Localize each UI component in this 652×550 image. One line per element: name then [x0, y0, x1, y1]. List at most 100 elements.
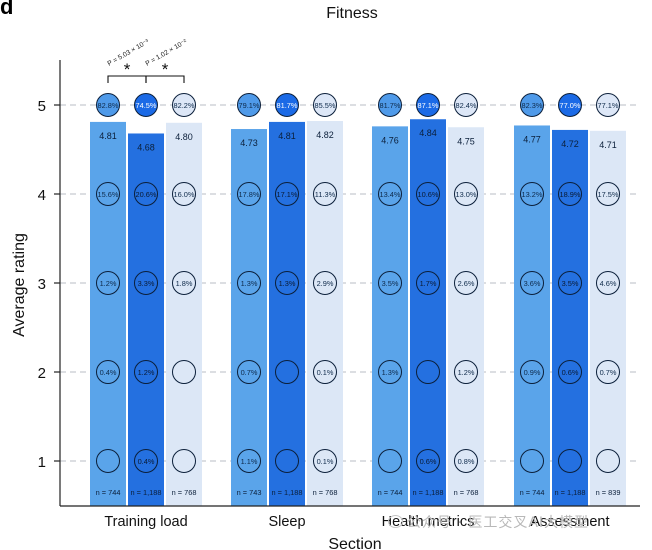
significance-marker-1: *: [162, 60, 169, 79]
rating-circle-1-0-4: [237, 182, 261, 206]
y-tick-label-3: 3: [38, 276, 46, 293]
rating-percent-2-2-1: 0.8%: [458, 457, 475, 466]
rating-circle-0-2-4: [172, 182, 196, 206]
rating-percent-3-0-2: 0.9%: [524, 368, 541, 377]
rating-percent-2-0-5: 81.7%: [380, 101, 401, 110]
rating-circle-0-1-4: [134, 182, 158, 206]
rating-circle-3-0-1: [520, 449, 544, 473]
rating-percent-0-1-3: 3.3%: [138, 279, 155, 288]
value-label-0-0: 4.81: [99, 131, 117, 141]
rating-percent-1-1-5: 81.7%: [277, 101, 298, 110]
value-label-0-1: 4.68: [137, 142, 155, 152]
x-tick-label-2: Health metrics: [382, 514, 475, 530]
rating-circle-1-2-4: [313, 182, 337, 206]
rating-circle-3-2-2: [596, 360, 620, 384]
n-label-0-2: n = 768: [172, 488, 197, 497]
rating-percent-0-2-4: 16.0%: [174, 190, 195, 199]
rating-percent-1-0-4: 17.8%: [239, 190, 260, 199]
rating-percent-3-1-2: 0.6%: [562, 368, 579, 377]
chat-bubble-icon: [388, 515, 403, 528]
rating-circle-3-2-1: [596, 449, 620, 473]
bar-3-0: [514, 125, 550, 506]
rating-percent-3-2-4: 17.5%: [598, 190, 619, 199]
value-label-1-0: 4.73: [240, 138, 258, 148]
rating-circle-2-1-5: [416, 93, 440, 117]
rating-circle-1-1-1: [275, 449, 299, 473]
rating-circle-2-1-4: [416, 182, 440, 206]
y-axis-title: Average rating: [11, 233, 28, 337]
bar-1-1: [269, 121, 305, 506]
rating-circle-2-1-1: [416, 449, 440, 473]
rating-percent-3-2-3: 4.6%: [600, 279, 617, 288]
rating-circle-2-0-2: [378, 360, 402, 384]
rating-circle-2-0-1: [378, 449, 402, 473]
watermark-text: 公众号 · 医工交叉AI大模型: [407, 515, 590, 531]
rating-percent-0-1-2: 1.2%: [138, 368, 155, 377]
rating-percent-1-2-4: 11.3%: [315, 190, 336, 199]
bar-1-2: [307, 121, 343, 507]
rating-percent-1-0-5: 79.1%: [239, 101, 260, 110]
rating-percent-0-1-1: 0.4%: [138, 457, 155, 466]
rating-circle-0-1-1: [134, 449, 158, 473]
rating-circle-2-1-2: [416, 360, 440, 384]
n-label-2-1: n = 1,188: [412, 488, 443, 497]
bar-2-2: [448, 127, 484, 506]
rating-percent-3-2-5: 77.1%: [598, 101, 619, 110]
rating-percent-0-0-5: 82.8%: [98, 101, 119, 110]
rating-percent-0-1-5: 74.5%: [136, 101, 157, 110]
rating-circle-0-2-5: [172, 93, 196, 117]
rating-circle-3-1-3: [558, 271, 582, 295]
rating-percent-1-1-4: 17.1%: [277, 190, 298, 199]
n-label-2-2: n = 768: [454, 488, 479, 497]
n-label-2-0: n = 744: [378, 488, 403, 497]
rating-percent-2-2-5: 82.4%: [456, 101, 477, 110]
rating-percent-1-2-5: 85.5%: [315, 101, 336, 110]
n-label-0-1: n = 1,188: [130, 488, 161, 497]
rating-percent-3-2-2: 0.7%: [600, 368, 617, 377]
significance-bracket-1: [145, 75, 185, 83]
value-label-1-1: 4.81: [278, 131, 296, 141]
rating-percent-1-2-2: 0.1%: [317, 368, 334, 377]
n-label-3-0: n = 744: [520, 488, 545, 497]
rating-circle-1-1-3: [275, 271, 299, 295]
rating-circle-0-0-2: [96, 360, 120, 384]
value-label-3-1: 4.72: [561, 139, 579, 149]
rating-circle-2-0-5: [378, 93, 402, 117]
value-label-3-0: 4.77: [523, 134, 541, 144]
rating-circle-1-1-4: [275, 182, 299, 206]
rating-circle-1-0-3: [237, 271, 261, 295]
chart-title: Fitness: [326, 5, 378, 22]
bar-3-2: [590, 130, 626, 506]
rating-percent-2-2-4: 13.0%: [456, 190, 477, 199]
rating-percent-0-0-4: 15.6%: [98, 190, 119, 199]
n-label-3-1: n = 1,188: [554, 488, 585, 497]
rating-circle-0-0-1: [96, 449, 120, 473]
rating-circle-2-2-2: [454, 360, 478, 384]
rating-circle-1-2-1: [313, 449, 337, 473]
bar-2-0: [372, 126, 408, 507]
x-axis-title: Section: [328, 536, 381, 550]
rating-circle-0-2-2: [172, 360, 196, 384]
panel-label: d: [0, 0, 14, 19]
rating-percent-3-1-5: 77.0%: [560, 101, 581, 110]
rating-circle-2-2-4: [454, 182, 478, 206]
rating-percent-0-1-4: 20.6%: [136, 190, 157, 199]
x-tick-label-3: Assessment: [531, 514, 610, 530]
rating-percent-1-2-1: 0.1%: [317, 457, 334, 466]
rating-circle-3-0-5: [520, 93, 544, 117]
rating-circle-0-0-4: [96, 182, 120, 206]
rating-circle-1-1-5: [275, 93, 299, 117]
value-label-1-2: 4.82: [316, 130, 334, 140]
rating-percent-1-2-3: 2.9%: [317, 279, 334, 288]
rating-percent-2-1-4: 10.6%: [418, 190, 439, 199]
n-label-1-0: n = 743: [237, 488, 262, 497]
value-label-0-2: 4.80: [175, 132, 193, 142]
rating-circle-2-2-3: [454, 271, 478, 295]
rating-circle-0-2-3: [172, 271, 196, 295]
rating-circle-2-2-1: [454, 449, 478, 473]
n-label-1-2: n = 768: [313, 488, 338, 497]
rating-circle-1-1-2: [275, 360, 299, 384]
x-tick-label-1: Sleep: [268, 514, 305, 530]
rating-percent-2-2-2: 1.2%: [458, 368, 475, 377]
